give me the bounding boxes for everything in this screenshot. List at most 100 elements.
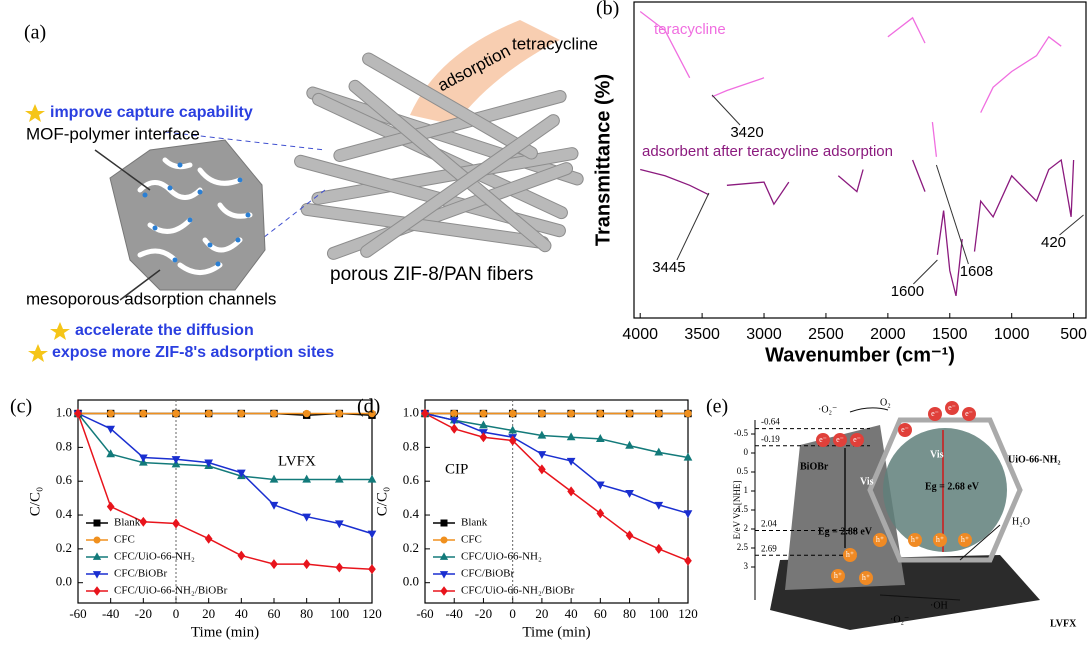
y-tick-label: 0.0 xyxy=(403,574,419,589)
band-level-label: 2.04 xyxy=(761,519,777,529)
y-axis-label: C/C₀ xyxy=(374,487,390,516)
data-point xyxy=(238,410,244,416)
data-point xyxy=(626,531,632,539)
panel-label: (c) xyxy=(10,396,32,418)
benefit-text: accelerate the diffusion xyxy=(75,322,254,339)
electron-label: e⁻ xyxy=(948,403,956,412)
data-point xyxy=(205,410,211,416)
data-point xyxy=(539,410,545,416)
data-point xyxy=(140,410,146,416)
x-axis-label: Time (min) xyxy=(191,624,259,640)
electron-label: e⁻ xyxy=(901,425,909,434)
x-tick-label: 60 xyxy=(594,606,607,621)
data-point xyxy=(140,518,146,526)
band-level-label: 2.69 xyxy=(761,543,777,553)
x-tick-label: 1000 xyxy=(994,326,1030,343)
x-tick-label: 0 xyxy=(173,606,180,621)
hole-label: h⁺ xyxy=(961,535,969,544)
x-tick-label: 1500 xyxy=(932,326,968,343)
x-tick-label: 60 xyxy=(268,606,281,621)
legend-marker xyxy=(94,587,100,595)
y-tick-label: 0.2 xyxy=(403,540,419,555)
legend-label: CFC xyxy=(114,534,135,546)
biobr-label: BiOBr xyxy=(800,461,829,472)
x-tick-label: 100 xyxy=(330,606,350,621)
star-icon xyxy=(28,344,48,362)
figure: (a) adsorption tetracycline porous ZIF-8… xyxy=(0,0,1088,651)
data-point xyxy=(369,565,375,573)
band-level-label: -0.19 xyxy=(761,434,780,444)
annotation-pointer xyxy=(1060,215,1084,235)
benefit-text: expose more ZIF-8's adsorption sites xyxy=(52,344,334,361)
energy-tick-label: -0.5 xyxy=(734,428,749,438)
pollutant-label: LVFX xyxy=(1050,618,1077,629)
legend-label: CFC xyxy=(461,534,482,546)
data-point xyxy=(451,425,457,433)
hydroxyl-label: ·OH xyxy=(930,600,948,611)
x-tick-label: 40 xyxy=(235,606,248,621)
legend-item: Blank xyxy=(86,517,141,529)
data-point xyxy=(685,557,691,565)
legend-item: CFC/BiOBr xyxy=(86,568,168,580)
data-point xyxy=(368,531,375,537)
x-tick-label: 80 xyxy=(623,606,636,621)
legend-label: CFC/UiO-66-NH₂ xyxy=(461,551,542,563)
x-tick-label: 80 xyxy=(300,606,313,621)
energy-tick-label: 1 xyxy=(744,485,749,495)
y-tick-label: 1.0 xyxy=(56,405,72,420)
data-point xyxy=(205,535,211,543)
electron-label: e⁻ xyxy=(836,435,844,444)
data-point xyxy=(303,560,309,568)
panel-label: (b) xyxy=(596,0,619,20)
annotation: CIP xyxy=(445,461,468,477)
data-point xyxy=(685,410,691,416)
x-tick-label: -60 xyxy=(69,606,86,621)
chart-panel: (c)-60-40-200204060801001200.00.20.40.60… xyxy=(10,396,382,641)
data-point xyxy=(173,410,179,416)
y-tick-label: 0.4 xyxy=(56,506,73,521)
y-tick-label: 0.8 xyxy=(56,438,72,453)
hole-label: h⁺ xyxy=(846,550,854,559)
legend-item: CFC/UiO-66-NH₂ xyxy=(86,551,195,563)
y-axis-label: C/C₀ xyxy=(27,487,43,516)
x-tick-label: 100 xyxy=(649,606,669,621)
annotation: 1600 xyxy=(891,283,924,300)
legend-item: CFC xyxy=(86,534,135,546)
x-tick-label: 2000 xyxy=(870,326,906,343)
legend-marker xyxy=(441,587,447,595)
series-label: teracycline xyxy=(654,21,726,38)
legend-marker xyxy=(441,537,447,543)
reaction-arrow xyxy=(850,408,888,412)
x-tick-label: -20 xyxy=(475,606,492,621)
annotation-pointer xyxy=(712,95,740,125)
uio-label: UiO-66-NH₂ xyxy=(1008,454,1060,465)
y-tick-label: 0.8 xyxy=(403,438,419,453)
data-point xyxy=(509,410,515,416)
data-point xyxy=(238,551,244,559)
x-axis-label: Wavenumber (cm⁻¹) xyxy=(765,344,955,366)
annotation: 3445 xyxy=(652,259,685,276)
x-tick-label: 20 xyxy=(535,606,548,621)
data-line xyxy=(78,414,372,570)
bandgap-label: Eg = 2.88 eV xyxy=(818,526,873,537)
data-point xyxy=(107,410,113,416)
data-point xyxy=(303,410,309,416)
x-tick-label: -20 xyxy=(135,606,152,621)
panel-label: (e) xyxy=(706,396,728,418)
y-tick-label: 0.6 xyxy=(56,472,73,487)
x-tick-label: -40 xyxy=(102,606,119,621)
panel-label: (a) xyxy=(24,22,46,44)
data-line xyxy=(78,414,372,480)
annotation-pointer xyxy=(677,193,709,260)
data-line xyxy=(425,414,688,458)
band-level-label: -0.64 xyxy=(761,417,780,427)
superoxide-label: ·O₂⁻ xyxy=(890,614,909,625)
legend-label: CFC/UiO-66-NH₂/BiOBr xyxy=(461,585,575,597)
x-tick-label: 40 xyxy=(565,606,578,621)
legend-label: Blank xyxy=(461,517,488,529)
energy-tick-label: 0.5 xyxy=(737,466,749,476)
data-point xyxy=(684,511,691,517)
x-tick-label: -40 xyxy=(446,606,463,621)
x-tick-label: 0 xyxy=(509,606,516,621)
